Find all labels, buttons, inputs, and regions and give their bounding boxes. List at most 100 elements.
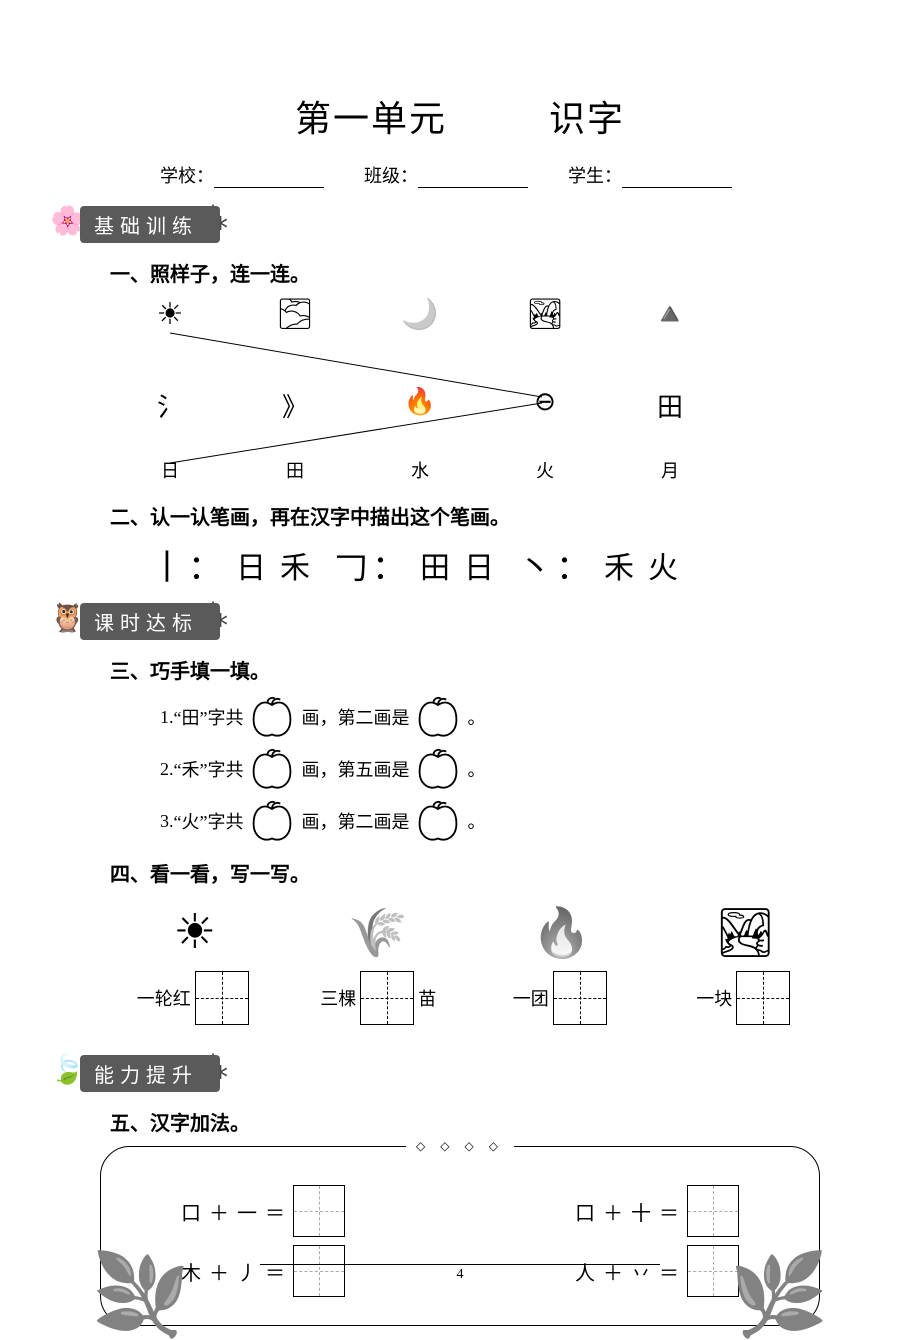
q1-top-icon: 🌙 bbox=[390, 297, 450, 332]
apple-blank[interactable] bbox=[249, 798, 295, 844]
title-part1: 第一单元 bbox=[295, 99, 447, 139]
q3-body: 1.“田”字共画，第二画是。2.“禾”字共画，第五画是。3.“火”字共画，第二画… bbox=[160, 694, 820, 844]
q4-pre: 三棵 bbox=[320, 985, 356, 1011]
q1-mid-row: 氵 》 🔥 ⊖ 田 bbox=[140, 387, 700, 424]
equals-sign: ＝ bbox=[659, 1197, 679, 1226]
student-blank[interactable] bbox=[622, 167, 732, 188]
apple-blank[interactable] bbox=[249, 694, 295, 740]
q4-image: 🌾 bbox=[304, 897, 454, 967]
q1-bottom-char: 月 bbox=[640, 457, 700, 483]
q3-heading: 三、巧手填一填。 bbox=[110, 655, 820, 684]
q1-mid-glyph: ⊖ bbox=[515, 387, 575, 424]
banner-ability: 🍃 能力提升 ⁂ bbox=[80, 1055, 820, 1101]
q3-text: 画，第五画是 bbox=[301, 756, 409, 782]
q4-heading: 四、看一看，写一写。 bbox=[110, 858, 820, 887]
banner-basic: 🌸 基础训练 ⁂ bbox=[80, 206, 820, 252]
q3-line: 3.“火”字共 画，第二画是 。 bbox=[160, 798, 820, 844]
tian-box-blank[interactable] bbox=[360, 971, 414, 1025]
q4-post: 苗 bbox=[418, 985, 436, 1011]
q5-cell: 口 ＋ 十 ＝ bbox=[575, 1185, 739, 1237]
q1-top-icon: 🏞 bbox=[515, 297, 575, 332]
tian-box-blank[interactable] bbox=[687, 1185, 739, 1237]
q5-operand: 一 bbox=[237, 1197, 257, 1226]
q1-top-icon: 🔺 bbox=[640, 297, 700, 332]
tian-box-blank[interactable] bbox=[553, 971, 607, 1025]
q5-operand: 十 bbox=[631, 1197, 651, 1226]
q1-top-row: ☀🌫🌙🏞🔺 bbox=[140, 297, 700, 332]
apple-blank[interactable] bbox=[415, 694, 461, 740]
q2-group: 丨：日禾 bbox=[150, 540, 314, 589]
q5-frame: ◇ ◇ ◇ ◇ 口＋一＝口＋十＝木＋丿＝人＋丷＝ 🌿 🌿 bbox=[100, 1146, 820, 1326]
flourish-right-icon: 🌿 bbox=[729, 1261, 829, 1331]
q5-cell: 口＋一＝ bbox=[181, 1185, 345, 1237]
q1-mid-glyph: 🔥 bbox=[390, 387, 450, 424]
q5-operand: 口 bbox=[575, 1197, 595, 1226]
q1-match-area: ☀🌫🌙🏞🔺 氵》🔥⊖田 日田水火月 bbox=[140, 297, 820, 497]
q3-text: 画，第二画是 bbox=[301, 808, 409, 834]
q4-label: 一块 bbox=[671, 971, 821, 1025]
q3-text: 。 bbox=[467, 756, 485, 782]
q4-image: 🔥 bbox=[487, 897, 637, 967]
q1-bottom-char: 日 bbox=[140, 457, 200, 483]
q3-text: “火”字共 bbox=[174, 808, 244, 834]
plus-sign: ＋ bbox=[209, 1257, 229, 1286]
tian-box-blank[interactable] bbox=[736, 971, 790, 1025]
q1-mid-glyph: 氵 bbox=[140, 387, 200, 424]
q4-item: 🔥 一团 bbox=[487, 897, 637, 1025]
tian-box-blank[interactable] bbox=[195, 971, 249, 1025]
q2-char: 火 bbox=[648, 543, 682, 587]
q5-row: 口＋一＝口＋十＝ bbox=[181, 1185, 739, 1237]
q4-label: 三棵 苗 bbox=[304, 971, 454, 1025]
q4-image: ☀ bbox=[120, 897, 270, 967]
frame-dots: ◇ ◇ ◇ ◇ bbox=[406, 1139, 514, 1154]
q2-stroke-label: 丨： bbox=[150, 540, 226, 589]
q4-pre: 一团 bbox=[513, 985, 549, 1011]
q4-row: ☀一轮红 🌾 三棵 苗 🔥 一团 🏞一块 bbox=[120, 897, 820, 1025]
tian-box-blank[interactable] bbox=[293, 1185, 345, 1237]
q1-heading: 一、照样子，连一连。 bbox=[110, 258, 820, 287]
q2-char: 田 bbox=[420, 543, 454, 587]
plus-sign: ＋ bbox=[603, 1197, 623, 1226]
q3-text: 。 bbox=[467, 704, 485, 730]
q2-char: 禾 bbox=[604, 543, 638, 587]
q5-heading: 五、汉字加法。 bbox=[110, 1107, 820, 1136]
q1-top-icon: 🌫 bbox=[265, 297, 325, 332]
q3-idx: 3. bbox=[160, 811, 174, 832]
apple-blank[interactable] bbox=[415, 746, 461, 792]
q4-pre: 一块 bbox=[696, 985, 732, 1011]
title-part2: 识字 bbox=[549, 99, 625, 139]
q3-text: 画，第二画是 bbox=[301, 704, 409, 730]
class-label: 班级： bbox=[364, 166, 418, 186]
equals-sign: ＝ bbox=[659, 1257, 679, 1286]
q3-text: “禾”字共 bbox=[174, 756, 244, 782]
q1-bottom-char: 火 bbox=[515, 457, 575, 483]
q2-stroke-label: 𠃌： bbox=[334, 540, 410, 589]
q3-line: 1.“田”字共画，第二画是。 bbox=[160, 694, 820, 740]
q3-text: 。 bbox=[467, 808, 485, 834]
class-blank[interactable] bbox=[418, 167, 528, 188]
school-label: 学校： bbox=[160, 166, 214, 186]
q3-line: 2.“禾”字共 画，第五画是 。 bbox=[160, 746, 820, 792]
page-number: 4 bbox=[260, 1264, 660, 1283]
q5-operand: 丿 bbox=[237, 1257, 257, 1286]
q1-bottom-char: 田 bbox=[265, 457, 325, 483]
q3-idx: 2. bbox=[160, 759, 174, 780]
q4-label: 一轮红 bbox=[120, 971, 270, 1025]
q5-operand: 口 bbox=[181, 1197, 201, 1226]
q2-stroke-label: 丶： bbox=[518, 540, 594, 589]
q3-text: “田”字共 bbox=[174, 704, 244, 730]
apple-blank[interactable] bbox=[415, 798, 461, 844]
flourish-left-icon: 🌿 bbox=[91, 1261, 191, 1331]
student-info-row: 学校： 班级： 学生： bbox=[160, 162, 820, 188]
banner-basic-label: 基础训练 bbox=[80, 206, 220, 243]
banner-lesson: 🦉 课时达标 ⁂ bbox=[80, 603, 820, 649]
q4-item: 🏞一块 bbox=[671, 897, 821, 1025]
q4-item: ☀一轮红 bbox=[120, 897, 270, 1025]
apple-blank[interactable] bbox=[249, 746, 295, 792]
school-blank[interactable] bbox=[214, 167, 324, 188]
q1-mid-glyph: 田 bbox=[640, 387, 700, 424]
equals-sign: ＝ bbox=[265, 1197, 285, 1226]
q4-label: 一团 bbox=[487, 971, 637, 1025]
q1-bottom-char: 水 bbox=[390, 457, 450, 483]
q1-mid-glyph: 》 bbox=[265, 387, 325, 424]
